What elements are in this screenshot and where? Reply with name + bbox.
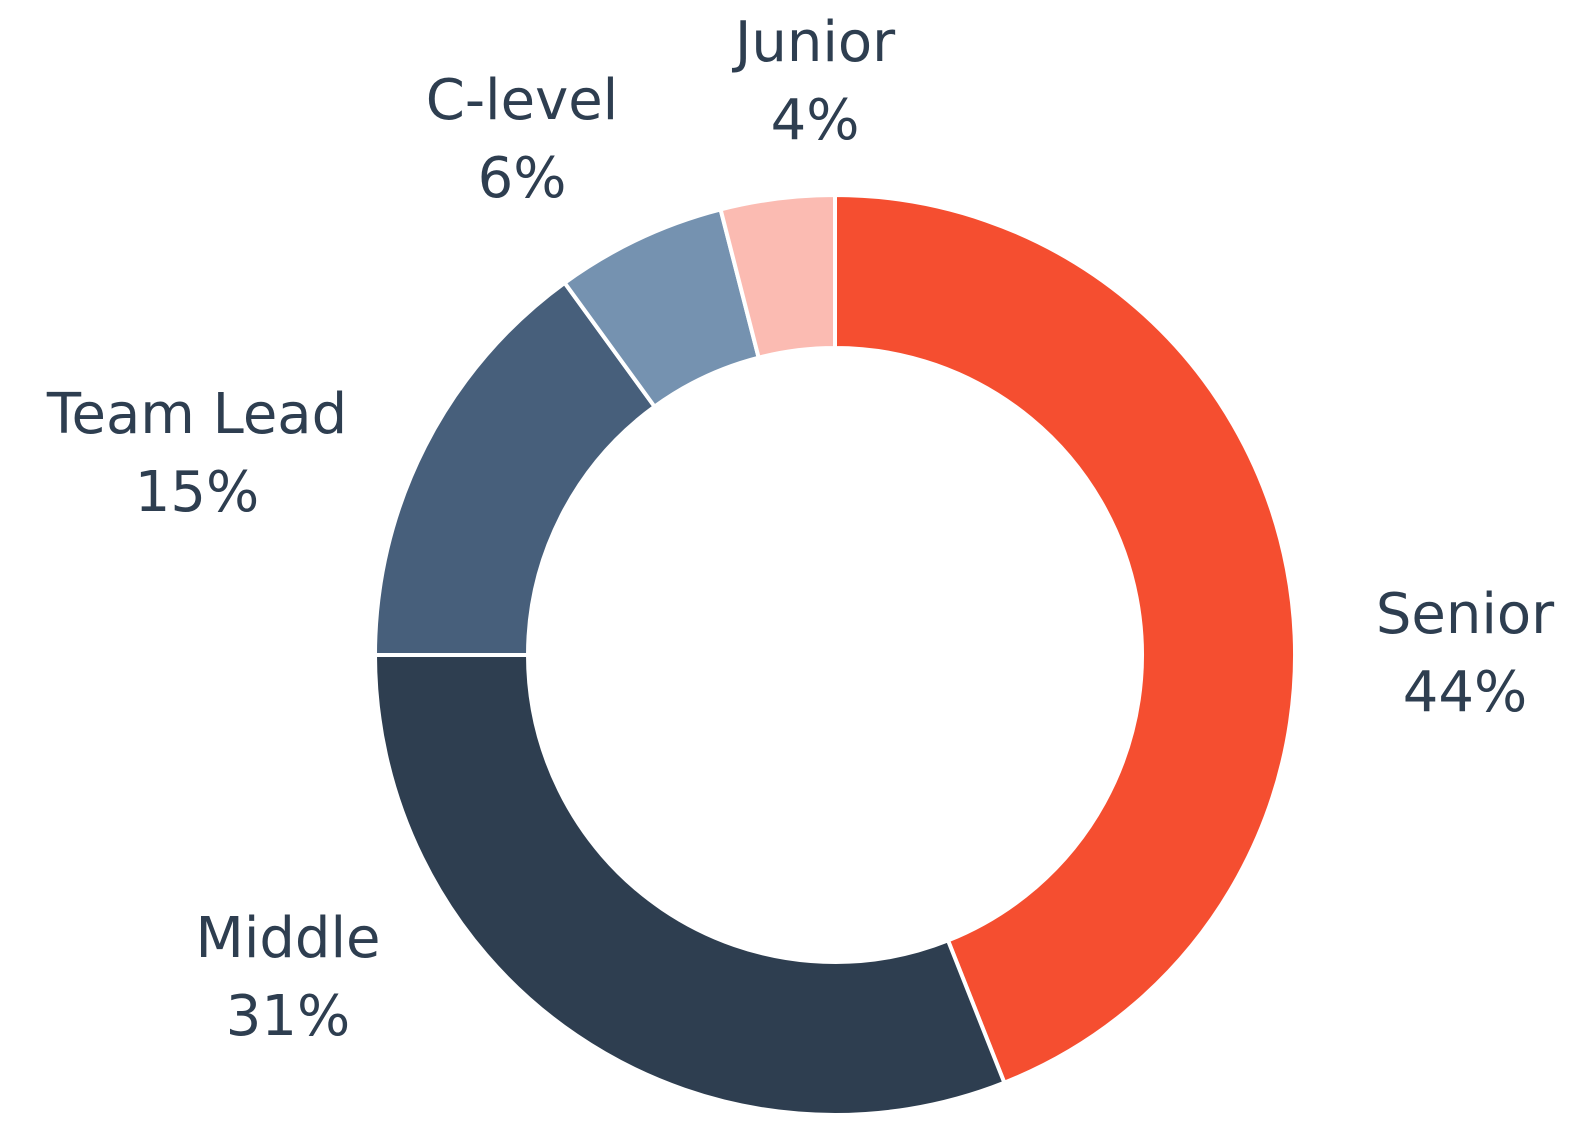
slice-label: Senior — [1376, 582, 1555, 647]
slice-label: Middle — [196, 906, 381, 971]
slice-value-label: 15% — [135, 460, 259, 525]
slice-value-label: 44% — [1403, 660, 1527, 725]
slice-label: Junior — [732, 10, 896, 75]
slice-value-label: 6% — [478, 146, 567, 211]
donut-slice — [372, 280, 658, 657]
slice-value-label: 31% — [226, 984, 350, 1049]
donut-slice — [372, 653, 1007, 1117]
slice-label: C-level — [426, 68, 618, 133]
donut-slice — [718, 192, 837, 361]
slice-value-label: 4% — [771, 88, 860, 153]
donut-slice — [833, 192, 1298, 1086]
slice-label: Team Lead — [46, 382, 347, 447]
